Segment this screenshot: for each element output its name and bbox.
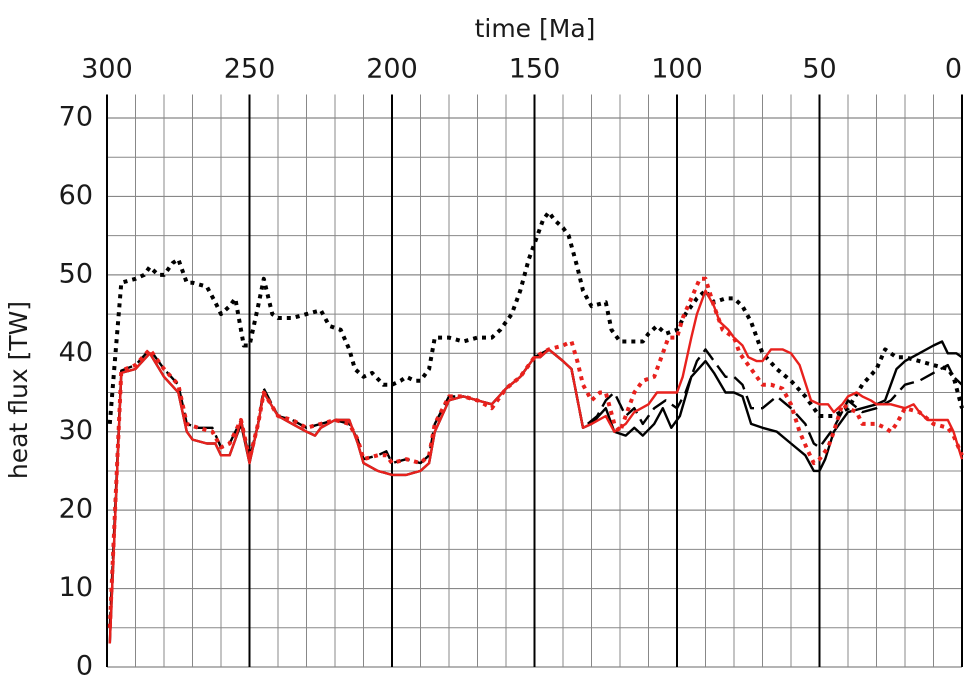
y-tick-label: 10 [59, 572, 93, 603]
y-tick-label: 70 [59, 102, 93, 133]
y-tick-label: 50 [59, 258, 93, 289]
x-axis-label: time [Ma] [475, 14, 596, 43]
x-tick-label: 0 [945, 54, 962, 85]
y-tick-label: 40 [59, 337, 93, 368]
y-tick-label: 60 [59, 180, 93, 211]
y-tick-label: 20 [59, 494, 93, 525]
x-tick-label: 300 [81, 54, 133, 85]
x-tick-label: 50 [802, 54, 836, 85]
line-series [107, 276, 964, 628]
x-tick-label: 100 [651, 54, 703, 85]
line-series [107, 210, 964, 425]
line-series [108, 340, 963, 644]
y-axis-label: heat flux [TW] [4, 301, 33, 479]
y-tick-label: 0 [76, 651, 93, 678]
x-tick-label: 150 [509, 54, 561, 85]
line-series [108, 289, 964, 644]
y-tick-label: 30 [59, 415, 93, 446]
x-tick-label: 250 [224, 54, 276, 85]
x-tick-label: 200 [366, 54, 418, 85]
line-series [108, 348, 963, 628]
